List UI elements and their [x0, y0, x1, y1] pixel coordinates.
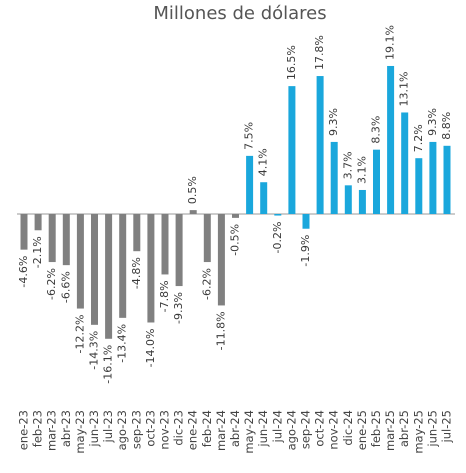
x-tick-label: feb-23: [31, 410, 45, 447]
value-label: -2.1%: [31, 236, 44, 268]
value-label: 3.7%: [341, 151, 354, 179]
bar: [429, 141, 437, 214]
value-label: -0.5%: [229, 224, 242, 256]
value-label: -0.2%: [271, 222, 284, 254]
value-label: -6.2%: [200, 268, 213, 300]
value-label: -14.0%: [144, 329, 157, 368]
bar: [119, 214, 127, 318]
x-tick-label: dic-24: [341, 410, 355, 446]
value-label: -4.6%: [17, 256, 30, 288]
bar: [34, 214, 42, 231]
value-label: -7.8%: [158, 280, 171, 312]
value-label: 9.3%: [327, 108, 340, 136]
bar: [91, 214, 98, 325]
bar: [161, 214, 169, 275]
x-tick-label: feb-25: [369, 410, 383, 447]
x-tick-label: abr-23: [59, 410, 73, 447]
x-tick-label: may-23: [73, 410, 87, 454]
x-tick-label: ene-23: [17, 410, 31, 450]
x-tick-label: jul-23: [101, 410, 115, 443]
x-tick-label: oct-23: [143, 410, 157, 447]
value-label: 13.1%: [398, 72, 411, 107]
value-label: 17.8%: [313, 35, 326, 70]
x-tick-label: ago-23: [115, 410, 129, 450]
x-tick-label: may-24: [242, 410, 256, 454]
chart-title: Millones de dólares: [153, 3, 326, 24]
x-tick-label: sep-24: [299, 410, 313, 449]
x-tick-label: ene-25: [355, 410, 369, 450]
bar: [274, 214, 282, 216]
bar: [133, 214, 141, 252]
x-tick-label: abr-24: [228, 410, 242, 447]
bar: [217, 214, 225, 306]
value-label: -1.9%: [299, 235, 312, 267]
bar: [302, 214, 310, 229]
bar: [316, 76, 324, 214]
bar: [373, 149, 380, 214]
bar: [62, 214, 70, 266]
bar: [76, 214, 84, 309]
value-label: 0.5%: [186, 176, 199, 204]
x-tick-label: sep-23: [129, 410, 143, 449]
value-label: -11.8%: [214, 311, 227, 350]
x-tick-label: abr-25: [397, 410, 411, 447]
x-tick-label: jul-25: [440, 410, 454, 443]
value-label: 8.3%: [370, 116, 383, 144]
x-tick-label: feb-24: [200, 410, 214, 447]
x-tick-label: mar-25: [383, 410, 397, 451]
x-tick-label: may-25: [411, 410, 425, 454]
value-label: 19.1%: [384, 25, 397, 60]
value-label: -6.6%: [59, 271, 72, 303]
x-tick-label: jun-24: [256, 410, 270, 448]
bar: [175, 214, 183, 287]
x-tick-label: mar-24: [214, 410, 228, 451]
bar: [443, 145, 451, 214]
x-tick-label: ago-24: [284, 410, 298, 450]
bar: [232, 214, 239, 218]
value-label: 8.8%: [440, 112, 453, 140]
bar: [344, 185, 352, 214]
x-tick-label: ene-24: [186, 410, 200, 450]
value-label: -6.2%: [45, 268, 58, 300]
bar: [288, 86, 296, 214]
x-tick-label: mar-23: [45, 410, 59, 451]
value-label: 16.5%: [285, 45, 298, 80]
bar: [401, 112, 409, 214]
value-label: -14.3%: [88, 331, 101, 370]
x-tick-label: nov-24: [327, 410, 341, 450]
bar: [189, 210, 197, 214]
bar: [387, 65, 395, 214]
bar: [48, 214, 56, 263]
value-label: -13.4%: [116, 324, 129, 363]
bar: [20, 214, 28, 250]
x-tick-label: jun-23: [87, 410, 101, 448]
value-label: 9.3%: [426, 108, 439, 136]
value-label: -4.8%: [130, 257, 143, 289]
x-tick-label: oct-24: [313, 410, 327, 447]
x-tick-label: nov-23: [158, 410, 172, 450]
x-tick-label: jun-25: [425, 410, 439, 448]
x-tick-label: jul-24: [270, 410, 284, 443]
bar: [260, 182, 268, 214]
bar: [330, 141, 338, 214]
bar: [415, 158, 423, 214]
bar: [358, 189, 366, 214]
value-label: 4.1%: [257, 148, 270, 176]
value-label: 7.5%: [243, 122, 256, 150]
value-label: 7.2%: [412, 124, 425, 152]
x-tick-label: dic-23: [172, 410, 186, 446]
value-label: -9.3%: [172, 292, 185, 324]
value-label: -12.2%: [73, 315, 86, 354]
bar: [147, 214, 155, 323]
bar: [105, 214, 113, 339]
bar: [203, 214, 211, 263]
value-label: -16.1%: [102, 345, 115, 384]
bar: [246, 155, 254, 214]
value-label: 3.1%: [355, 156, 368, 184]
